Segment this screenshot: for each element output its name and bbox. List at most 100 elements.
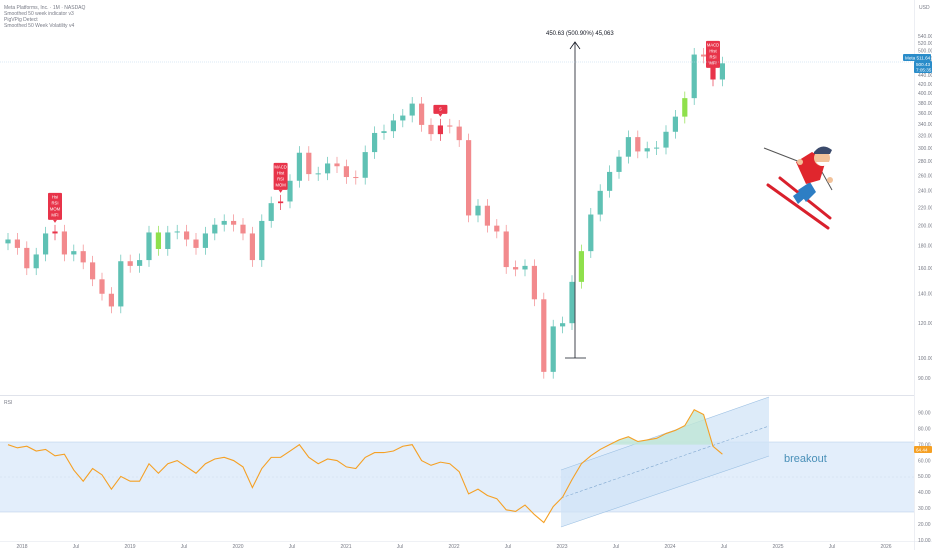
candle-body[interactable] xyxy=(146,232,152,261)
candle-body[interactable] xyxy=(447,125,453,127)
price-axis[interactable]: 540.00520.00500.00480.00460.00440.00420.… xyxy=(918,34,932,382)
candle-body[interactable] xyxy=(616,156,622,172)
price-tick-label: 540.00 xyxy=(918,34,932,40)
rsi-tick-label: 70.00 xyxy=(918,442,931,448)
candle-body[interactable] xyxy=(466,140,472,216)
time-tick-label: Jul xyxy=(613,544,619,550)
price-tick-label: 380.00 xyxy=(918,101,932,107)
candle-body[interactable] xyxy=(701,54,707,57)
candle-body[interactable] xyxy=(5,239,11,244)
candle-body[interactable] xyxy=(560,323,566,327)
candle-body[interactable] xyxy=(672,116,678,132)
candle-body[interactable] xyxy=(381,131,387,133)
candle-body[interactable] xyxy=(475,205,481,216)
candle-body[interactable] xyxy=(99,279,105,294)
candle-body[interactable] xyxy=(221,220,227,225)
candle-body[interactable] xyxy=(597,190,603,215)
candle-body[interactable] xyxy=(193,239,199,248)
candle-body[interactable] xyxy=(390,120,396,132)
price-tick-label: 280.00 xyxy=(918,159,932,165)
candle-body[interactable] xyxy=(428,124,434,135)
candle-body[interactable] xyxy=(33,254,39,269)
candle-body[interactable] xyxy=(503,231,509,268)
candle-body[interactable] xyxy=(80,251,86,263)
candle-body[interactable] xyxy=(625,137,631,157)
candle-body[interactable] xyxy=(550,326,556,372)
time-tick-label: 2018 xyxy=(16,544,27,550)
candle-body[interactable] xyxy=(578,251,584,282)
candle-body[interactable] xyxy=(635,137,641,152)
candle-body[interactable] xyxy=(249,233,255,261)
candle-body[interactable] xyxy=(61,231,67,255)
candle-body[interactable] xyxy=(343,166,349,178)
candle-body[interactable] xyxy=(644,148,650,152)
measure-arrow xyxy=(569,41,581,50)
price-tick-label: 340.00 xyxy=(918,122,932,128)
candle-body[interactable] xyxy=(607,171,613,191)
candle-body[interactable] xyxy=(296,152,302,181)
signal-label-text: Hsi xyxy=(52,194,58,199)
time-tick-label: 2019 xyxy=(124,544,135,550)
candle-body[interactable] xyxy=(513,267,519,270)
candle-body[interactable] xyxy=(184,231,190,240)
candle-body[interactable] xyxy=(437,125,443,135)
candle-body[interactable] xyxy=(202,233,208,248)
candle-body[interactable] xyxy=(118,261,124,307)
legend-line-1: Smoothed 50 week indicator v3 xyxy=(4,11,74,17)
candle-body[interactable] xyxy=(494,225,500,232)
candle-body[interactable] xyxy=(541,299,547,372)
candle-body[interactable] xyxy=(71,251,77,255)
rsi-tag-current: 64.44 xyxy=(914,446,932,453)
time-tick-label: Jul xyxy=(73,544,79,550)
candle-body[interactable] xyxy=(52,231,58,234)
candle-body[interactable] xyxy=(231,220,237,225)
rsi-axis[interactable]: 90.00 80.00 70.00 60.00 50.00 40.00 30.00 20.00… xyxy=(918,411,931,544)
candlestick-series[interactable] xyxy=(5,47,725,379)
signal-label-text: Hist xyxy=(709,48,717,53)
candle-body[interactable] xyxy=(419,103,425,125)
candle-body[interactable] xyxy=(719,63,725,80)
candle-body[interactable] xyxy=(691,54,697,99)
candle-body[interactable] xyxy=(278,201,284,204)
candle-body[interactable] xyxy=(24,247,30,269)
candle-body[interactable] xyxy=(165,232,171,249)
candle-body[interactable] xyxy=(108,293,114,307)
candle-body[interactable] xyxy=(654,147,660,149)
candle-body[interactable] xyxy=(663,131,669,148)
candle-body[interactable] xyxy=(212,224,218,234)
candle-body[interactable] xyxy=(531,265,537,300)
time-axis[interactable]: 2018 Jul 2019 Jul 2020 Jul 2021 Jul 2022 Jul 2023 J… xyxy=(16,544,891,550)
price-range-measure[interactable]: 450.63 (500.90%) 45,063 xyxy=(546,31,614,359)
candle-body[interactable] xyxy=(90,262,96,280)
candle-body[interactable] xyxy=(268,203,274,221)
candle-body[interactable] xyxy=(174,231,180,233)
candle-body[interactable] xyxy=(240,224,246,234)
time-tick-label: Jul xyxy=(289,544,295,550)
candle-body[interactable] xyxy=(484,205,490,226)
candle-body[interactable] xyxy=(155,232,161,249)
candle-body[interactable] xyxy=(522,265,528,270)
candle-body[interactable] xyxy=(682,98,688,117)
candle-body[interactable] xyxy=(353,177,359,179)
candle-body[interactable] xyxy=(372,132,378,153)
candle-body[interactable] xyxy=(362,152,368,178)
candle-body[interactable] xyxy=(306,152,312,175)
candle-body[interactable] xyxy=(127,261,133,266)
signal-label-text: MFI xyxy=(51,212,58,217)
candle-body[interactable] xyxy=(325,163,331,174)
candle-body[interactable] xyxy=(409,103,415,116)
candle-body[interactable] xyxy=(287,180,293,202)
candle-body[interactable] xyxy=(334,163,340,167)
candle-body[interactable] xyxy=(456,126,462,141)
candle-body[interactable] xyxy=(315,173,321,175)
rsi-line[interactable] xyxy=(7,408,723,524)
candle-body[interactable] xyxy=(14,239,20,248)
candle-body[interactable] xyxy=(588,214,594,252)
price-tick-label: 200.00 xyxy=(918,223,932,229)
candle-body[interactable] xyxy=(569,281,575,324)
candle-body[interactable] xyxy=(137,260,143,266)
price-tick-label: 220.00 xyxy=(918,205,932,211)
candle-body[interactable] xyxy=(43,233,49,255)
candle-body[interactable] xyxy=(259,220,265,261)
candle-body[interactable] xyxy=(400,115,406,121)
